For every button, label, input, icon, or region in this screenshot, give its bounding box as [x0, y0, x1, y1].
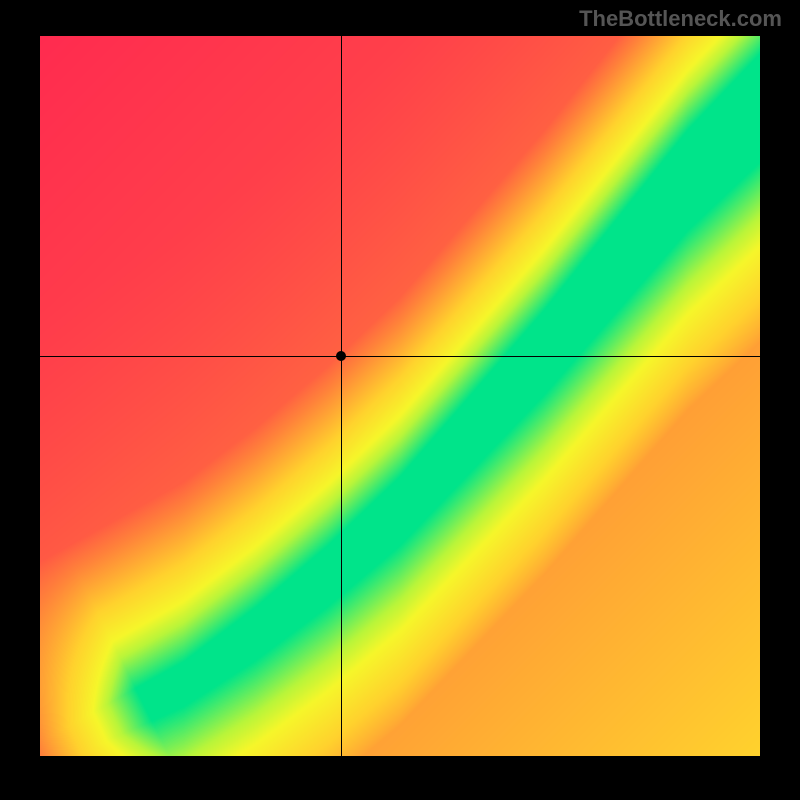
heatmap-canvas	[40, 36, 760, 756]
crosshair-vertical	[341, 36, 342, 756]
bottleneck-heatmap	[40, 36, 760, 756]
watermark-text: TheBottleneck.com	[579, 6, 782, 32]
crosshair-horizontal	[40, 356, 760, 357]
selection-marker	[336, 351, 346, 361]
